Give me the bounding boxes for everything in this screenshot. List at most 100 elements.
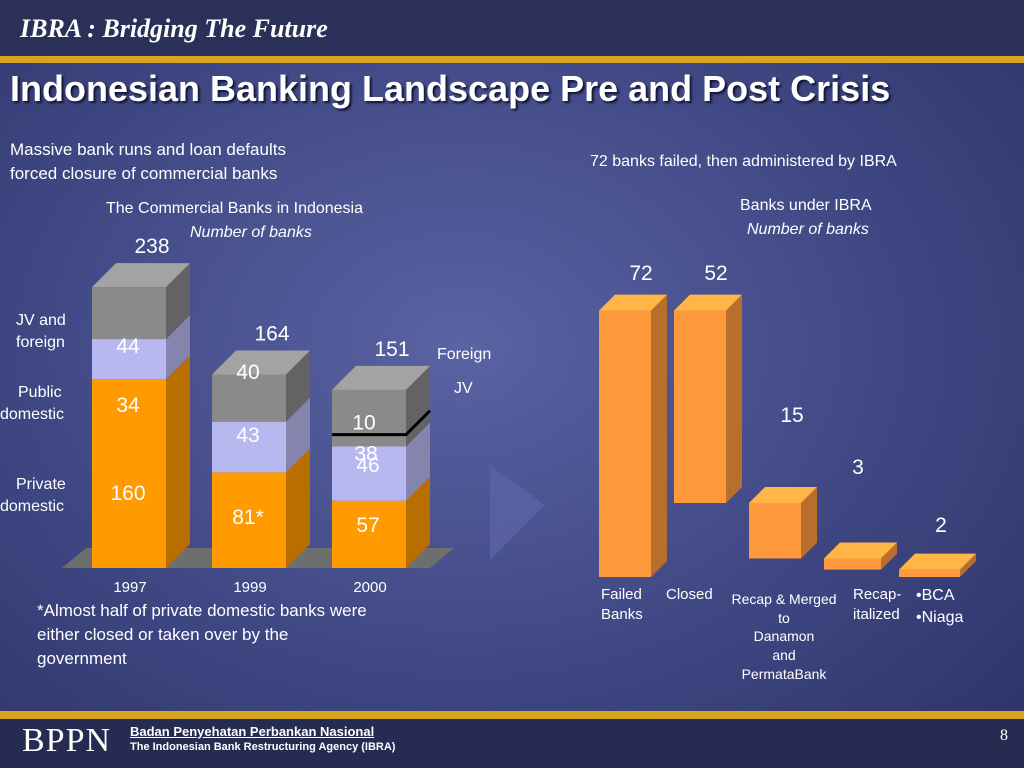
ibra-bar-1-side xyxy=(726,294,742,503)
cat-closed: Closed xyxy=(666,586,713,603)
ibra-bar-3-top xyxy=(824,542,897,559)
ibra-bar-0-side xyxy=(651,294,667,577)
legend-public-line1: Public xyxy=(18,384,62,401)
segment-label-1997-2: 44 xyxy=(116,335,140,358)
bar-1997-public-domestic xyxy=(92,339,166,380)
footnote-line2: either closed or taken over by the xyxy=(37,625,289,644)
left-chart-subtitle: Number of banks xyxy=(190,224,312,241)
legend-jv-line1: JV and xyxy=(16,312,66,329)
segment-label-2000-jv: 10 xyxy=(352,412,375,435)
footnote-line3: government xyxy=(37,649,127,668)
bar-2000-jv-and-foreign xyxy=(332,389,406,447)
legend-private-line2: domestic xyxy=(0,498,65,515)
ibra-bar-0-top xyxy=(599,294,667,311)
bar-2000-private-domestic-side xyxy=(406,476,430,568)
ibra-value-label-3: 3 xyxy=(852,456,864,479)
bar-1997-public-domestic-side xyxy=(166,315,190,380)
footer-gold-line xyxy=(0,711,1024,719)
cat-recap-merged-line1: Recap & Merged xyxy=(731,591,837,607)
foreign-jv-line2: JV xyxy=(454,380,473,397)
bar-1999-jv-and-foreign-side xyxy=(286,350,310,422)
cat-failed-line2: Banks xyxy=(601,606,643,623)
right-chart-subtitle: Number of banks xyxy=(747,221,869,238)
left-chart-title: The Commercial Banks in Indonesia xyxy=(106,200,364,217)
bar-2000-jv-and-foreign-top xyxy=(332,365,430,390)
ibra-bar-4-side xyxy=(960,553,976,577)
bppn-logo: BPPN xyxy=(22,722,112,759)
total-label-1999: 164 xyxy=(254,322,289,345)
charts-canvas: 238199716419991512000160344481*434057461… xyxy=(62,235,976,596)
bar-2000-public-domestic xyxy=(332,446,406,501)
segment-label-2000-foreign: 38 xyxy=(354,443,377,466)
cat-failed-line1: Failed xyxy=(601,586,642,603)
footer-bar xyxy=(0,719,1024,768)
left-intro-line1: Massive bank runs and loan defaults xyxy=(10,140,286,159)
transition-arrow-icon xyxy=(490,465,545,560)
ibra-bar-3-side xyxy=(881,542,897,570)
bar-1997-private-domestic-side xyxy=(166,355,190,568)
footer-agency-subtitle: The Indonesian Bank Restructuring Agency… xyxy=(130,741,396,753)
ibra-bar-1-top xyxy=(674,294,742,311)
segment-label-1997-1: 34 xyxy=(116,394,140,417)
ibra-value-label-0: 72 xyxy=(629,262,652,285)
bar-1999-private-domestic-side xyxy=(286,448,310,568)
bar-2000-public-domestic-side xyxy=(406,422,430,501)
total-label-1997: 238 xyxy=(134,235,169,258)
ibra-bar-4-top xyxy=(899,553,976,570)
bar-1997-jv-and-foreign-top xyxy=(92,263,190,288)
legend-jv-line2: foreign xyxy=(16,334,65,351)
category-label-1999: 1999 xyxy=(233,579,266,596)
foreign-jv-line1: Foreign xyxy=(437,346,492,363)
ibra-bar-3 xyxy=(824,558,881,570)
header-bar xyxy=(0,0,1024,56)
ibra-value-label-4: 2 xyxy=(935,514,947,537)
bar-1997-private-domestic xyxy=(92,379,166,568)
ibra-bar-2-side xyxy=(801,487,817,559)
total-label-2000: 151 xyxy=(374,338,409,361)
segment-label-1997-0: 160 xyxy=(110,482,145,505)
cat-bca: •BCA xyxy=(916,587,955,604)
category-label-1997: 1997 xyxy=(113,579,146,596)
cat-recap-merged-line3: Danamon xyxy=(753,628,815,644)
footnote-line1: *Almost half of private domestic banks w… xyxy=(37,601,367,620)
legend-private-line1: Private xyxy=(16,476,66,493)
cat-recap-line1: Recap- xyxy=(853,586,902,603)
foreign-jv-divider xyxy=(332,409,432,437)
ibra-value-label-1: 52 xyxy=(704,262,727,285)
cat-recap-line2: italized xyxy=(853,606,900,623)
bar-1999-private-domestic xyxy=(212,472,286,568)
bar-1999-public-domestic-side xyxy=(286,397,310,473)
header-gold-line xyxy=(0,56,1024,63)
ibra-bar-2-top xyxy=(749,487,817,503)
bar-1999-jv-and-foreign-top xyxy=(212,350,310,375)
legend-public-line2: domestic xyxy=(0,406,65,423)
bar-2000-jv-and-foreign-side xyxy=(406,365,430,447)
bar-1999-jv-and-foreign xyxy=(212,374,286,422)
segment-label-1999-2: 40 xyxy=(236,361,259,384)
ibra-bar-2 xyxy=(749,503,801,559)
cat-niaga: •Niaga xyxy=(916,609,964,626)
category-label-2000: 2000 xyxy=(353,579,386,596)
cat-recap-merged-line5: PermataBank xyxy=(741,666,827,682)
left-intro-line2: forced closure of commercial banks xyxy=(10,164,278,183)
segment-label-1999-0: 81* xyxy=(232,506,264,529)
ibra-banks-chart: 72 52 15 3 2 xyxy=(599,262,976,577)
bar-1999-public-domestic xyxy=(212,421,286,473)
bar-1997-jv-and-foreign xyxy=(92,287,166,340)
page-number: 8 xyxy=(1000,727,1008,744)
commercial-banks-chart: 238 1997 164 1999 151 2000 160 34 44 81* 43 40 57 46 1… xyxy=(62,235,454,596)
segment-label-2000-0: 57 xyxy=(356,514,379,537)
footer-agency-name: Badan Penyehatan Perbankan Nasional xyxy=(130,724,375,739)
ibra-bar-1 xyxy=(674,310,726,503)
right-chart-title: Banks under IBRA xyxy=(740,197,872,214)
bar-2000-private-domestic xyxy=(332,500,406,568)
header-title: IBRA : Bridging The Future xyxy=(20,14,328,43)
ibra-bar-0 xyxy=(599,310,651,577)
segment-label-2000-1: 46 xyxy=(356,454,379,477)
cat-recap-merged-line2: to xyxy=(778,610,790,626)
bar-1997-jv-and-foreign-side xyxy=(166,263,190,340)
ibra-bar-4 xyxy=(899,569,960,577)
segment-label-1999-1: 43 xyxy=(236,424,259,447)
cat-recap-merged-line4: and xyxy=(772,647,796,663)
slide-title: Indonesian Banking Landscape Pre and Pos… xyxy=(10,68,891,109)
